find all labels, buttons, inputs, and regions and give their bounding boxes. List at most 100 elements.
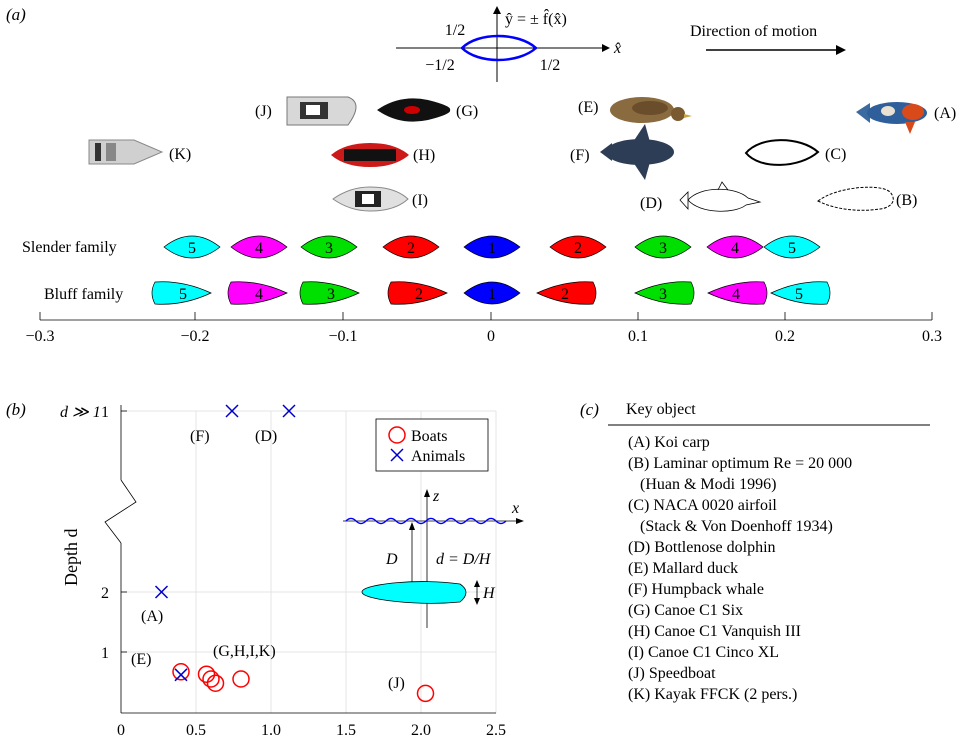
boat-marker bbox=[197, 665, 216, 683]
bluff-shape-body bbox=[299, 281, 360, 305]
slender-shape-body bbox=[634, 235, 692, 259]
x-tick-label: 0 bbox=[117, 722, 125, 739]
panel-b-label: (b) bbox=[6, 400, 26, 419]
object-icons: (J) (G) (E) (A) bbox=[88, 96, 956, 212]
plot-grid bbox=[121, 410, 497, 713]
slender-family-row: 5 4 3 2 1 2 3 4 5 bbox=[163, 235, 821, 259]
slender-shape-number: 4 bbox=[731, 240, 739, 257]
key-row: (F) Humpback whale bbox=[628, 581, 764, 598]
panel-a-tick-marks bbox=[39, 312, 933, 320]
slender-shape-body bbox=[463, 235, 521, 259]
bluff-shape-number: 5 bbox=[179, 286, 187, 303]
legend-boat-marker bbox=[388, 426, 406, 444]
bottlenose-dolphin-outline-icon bbox=[679, 181, 762, 212]
bluff-shape-number: 5 bbox=[795, 286, 803, 303]
plot-markers bbox=[154, 404, 435, 703]
koi-carp-icon bbox=[856, 102, 927, 134]
panel-a: (a) 1/2 ŷ = ± f̂(x̂) x̂ −1/2 1/2 Directi… bbox=[6, 5, 956, 345]
panel-a-tick-label: −0.3 bbox=[25, 328, 54, 345]
slender-shape-body bbox=[706, 235, 764, 259]
slender-shape-number: 2 bbox=[407, 240, 415, 257]
x-tick-label: 0.5 bbox=[186, 722, 206, 739]
inset-d-label: D bbox=[385, 551, 398, 568]
inset-x-label: x bbox=[511, 500, 519, 517]
water-surface-wave bbox=[345, 517, 507, 525]
slender-shape-6: 2 bbox=[549, 235, 607, 259]
laminar-optimum-outline-icon bbox=[817, 186, 894, 211]
slender-shape-2: 4 bbox=[230, 235, 288, 259]
canoe-c1-cinco-icon bbox=[332, 186, 409, 212]
panel-a-label: (a) bbox=[6, 5, 26, 24]
inset-h-label: H bbox=[482, 585, 496, 602]
x-tick-label: 2.0 bbox=[411, 722, 431, 739]
panel-a-tick-label: 0.1 bbox=[628, 328, 648, 345]
bluff-shape-body bbox=[151, 281, 212, 305]
point-label-d: (D) bbox=[255, 428, 277, 445]
boat-marker bbox=[416, 684, 435, 703]
canoe-c1-six-icon bbox=[377, 98, 451, 122]
slender-shape-5: 1 bbox=[463, 235, 521, 259]
bluff-shape-number: 4 bbox=[255, 286, 263, 303]
point-label-f: (F) bbox=[190, 428, 210, 445]
animal-marker bbox=[154, 585, 169, 599]
bluff-shape-4: 2 bbox=[387, 281, 448, 305]
x-tick-label: 1.0 bbox=[261, 722, 281, 739]
slender-shape-1: 5 bbox=[163, 235, 221, 259]
bluff-shape-body bbox=[634, 281, 695, 305]
key-row-note: (Stack & Von Doenhoff 1934) bbox=[640, 518, 833, 535]
speedboat-icon bbox=[286, 96, 357, 126]
slender-shape-body bbox=[163, 235, 221, 259]
object-label-h: (H) bbox=[413, 147, 435, 164]
canoe-c1-vanquish-icon bbox=[331, 143, 409, 167]
panel-a-tick-label: 0.2 bbox=[775, 328, 795, 345]
direction-label: Direction of motion bbox=[690, 23, 817, 40]
key-row: (D) Bottlenose dolphin bbox=[628, 539, 776, 556]
slender-shape-body bbox=[300, 235, 358, 259]
object-label-a: (A) bbox=[934, 105, 956, 122]
bluff-shape-9: 5 bbox=[770, 281, 831, 305]
slender-shape-8: 4 bbox=[706, 235, 764, 259]
legend-animal-marker bbox=[390, 448, 404, 462]
bluff-shape-number: 4 bbox=[732, 286, 740, 303]
boat-marker bbox=[206, 674, 225, 692]
bluff-shape-number: 2 bbox=[415, 286, 423, 303]
panel-a-tick-label: −0.1 bbox=[328, 328, 357, 345]
y-tick-label: d ≫ 1 bbox=[60, 404, 101, 421]
panel-c: (c) Key object (A) Koi carp (B) Laminar … bbox=[580, 400, 930, 703]
key-row: (K) Kayak FFCK (2 pers.) bbox=[628, 686, 797, 703]
slender-shape-3: 3 bbox=[300, 235, 358, 259]
shape-half-neg: −1/2 bbox=[425, 57, 454, 74]
object-label-i: (I) bbox=[412, 192, 428, 209]
bluff-shape-number: 3 bbox=[327, 286, 335, 303]
panel-a-tick-label: 0.3 bbox=[922, 328, 942, 345]
bluff-shape-2: 4 bbox=[227, 281, 288, 305]
object-label-e: (E) bbox=[578, 99, 598, 116]
bluff-shape-5: 1 bbox=[463, 281, 521, 305]
object-label-d: (D) bbox=[640, 195, 662, 212]
y-tick-label: 1 bbox=[101, 404, 109, 421]
naca-airfoil-outline-icon bbox=[744, 139, 820, 166]
slender-shape-body bbox=[230, 235, 288, 259]
slender-shape-number: 2 bbox=[574, 240, 582, 257]
shape-half-right: 1/2 bbox=[540, 57, 560, 74]
bluff-shape-number: 2 bbox=[561, 286, 569, 303]
bluff-shape-1: 5 bbox=[151, 281, 212, 305]
object-label-j: (J) bbox=[255, 103, 272, 120]
y-tick-label: 1 bbox=[101, 645, 109, 662]
plot-legend: Boats Animals bbox=[375, 418, 489, 472]
y-tick-label: 2 bbox=[101, 585, 109, 602]
bluff-family-label: Bluff family bbox=[44, 286, 123, 303]
animal-marker bbox=[225, 404, 239, 418]
panel-a-tick-label: −0.2 bbox=[180, 328, 209, 345]
legend-boats-label: Boats bbox=[411, 428, 447, 445]
bluff-shape-body bbox=[770, 281, 831, 305]
object-label-g: (G) bbox=[456, 103, 478, 120]
slender-shape-9: 5 bbox=[763, 235, 821, 259]
bluff-family-row: 5 4 3 2 1 2 3 4 5 bbox=[151, 281, 831, 305]
object-label-b: (B) bbox=[896, 192, 917, 209]
boat-marker bbox=[202, 670, 220, 688]
panel-c-label: (c) bbox=[580, 400, 599, 419]
direction-of-motion: Direction of motion bbox=[690, 23, 846, 55]
slender-shape-body bbox=[763, 235, 821, 259]
